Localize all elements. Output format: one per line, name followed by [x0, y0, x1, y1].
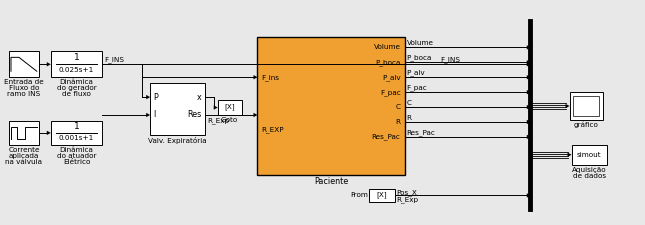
Polygon shape [253, 75, 257, 79]
Text: Aquisição: Aquisição [572, 167, 607, 173]
Text: Valv. Expiratória: Valv. Expiratória [148, 137, 207, 144]
Text: R: R [395, 119, 401, 125]
FancyBboxPatch shape [257, 38, 404, 175]
Text: Res_Pac: Res_Pac [372, 133, 401, 140]
Text: From: From [350, 192, 368, 198]
Text: [X]: [X] [377, 191, 387, 198]
Text: Pos_X: Pos_X [397, 189, 417, 196]
Text: simout: simout [577, 152, 602, 158]
Text: 1: 1 [74, 122, 79, 131]
Text: na válvula: na válvula [5, 159, 43, 165]
Polygon shape [146, 113, 150, 117]
Text: 1: 1 [74, 53, 79, 62]
Text: Elétrico: Elétrico [63, 159, 90, 165]
Text: R_Exp: R_Exp [397, 196, 419, 203]
Text: Dinâmica: Dinâmica [59, 79, 94, 85]
Text: Entrada de: Entrada de [4, 79, 44, 85]
Text: gráfico: gráfico [574, 122, 599, 128]
Polygon shape [213, 105, 218, 110]
Text: F_pac: F_pac [406, 84, 427, 91]
Polygon shape [527, 60, 531, 65]
Text: R: R [406, 115, 412, 121]
Polygon shape [527, 45, 531, 50]
Text: R_EXP: R_EXP [261, 126, 284, 133]
Text: F_INS: F_INS [104, 56, 124, 63]
Polygon shape [566, 104, 570, 108]
Polygon shape [527, 193, 531, 198]
Polygon shape [47, 131, 51, 135]
FancyBboxPatch shape [51, 121, 103, 145]
FancyBboxPatch shape [9, 121, 39, 145]
FancyBboxPatch shape [9, 51, 39, 77]
FancyBboxPatch shape [571, 145, 608, 165]
Text: F_INS: F_INS [441, 56, 461, 63]
Text: P_boca: P_boca [375, 59, 401, 66]
Text: Volume: Volume [373, 44, 401, 50]
Text: Dinâmica: Dinâmica [59, 147, 94, 153]
Text: Corrente: Corrente [8, 147, 39, 153]
Polygon shape [527, 120, 531, 124]
Text: Volume: Volume [406, 40, 433, 46]
Text: do gerador: do gerador [57, 85, 97, 91]
Polygon shape [527, 90, 531, 94]
Text: P: P [153, 93, 158, 102]
Text: de dados: de dados [573, 173, 606, 179]
Polygon shape [527, 135, 531, 139]
FancyBboxPatch shape [570, 92, 603, 120]
Text: Goto: Goto [221, 117, 238, 123]
Text: aplicada: aplicada [9, 153, 39, 159]
Text: ramo INS: ramo INS [7, 91, 41, 97]
Text: P_alv: P_alv [406, 70, 425, 76]
Text: F_pac: F_pac [380, 89, 401, 95]
FancyBboxPatch shape [573, 96, 599, 116]
Text: do atuador: do atuador [57, 153, 96, 159]
Text: de fluxo: de fluxo [62, 91, 91, 97]
Text: I: I [153, 110, 155, 119]
Polygon shape [527, 105, 531, 109]
Text: Res: Res [188, 110, 202, 119]
FancyBboxPatch shape [369, 189, 395, 202]
Polygon shape [527, 75, 531, 79]
Text: C: C [395, 104, 401, 110]
Text: Res_Pac: Res_Pac [406, 129, 435, 136]
Text: Paciente: Paciente [314, 177, 348, 186]
Text: F_ins: F_ins [261, 74, 279, 81]
Polygon shape [568, 153, 571, 157]
Text: 0.001s+1: 0.001s+1 [59, 135, 94, 141]
Text: 0.025s+1: 0.025s+1 [59, 67, 94, 73]
Text: x: x [197, 93, 202, 102]
Polygon shape [146, 95, 150, 99]
Text: [X]: [X] [224, 103, 235, 110]
Text: R_Exp: R_Exp [207, 118, 229, 124]
Polygon shape [47, 62, 51, 66]
Polygon shape [527, 62, 531, 66]
Text: P_boca: P_boca [406, 55, 432, 61]
Text: C: C [406, 100, 412, 106]
Polygon shape [253, 113, 257, 117]
Text: Fluxo do: Fluxo do [9, 85, 39, 91]
FancyBboxPatch shape [218, 100, 242, 115]
FancyBboxPatch shape [150, 83, 204, 135]
FancyBboxPatch shape [51, 51, 103, 77]
Text: P_alv: P_alv [382, 74, 401, 81]
